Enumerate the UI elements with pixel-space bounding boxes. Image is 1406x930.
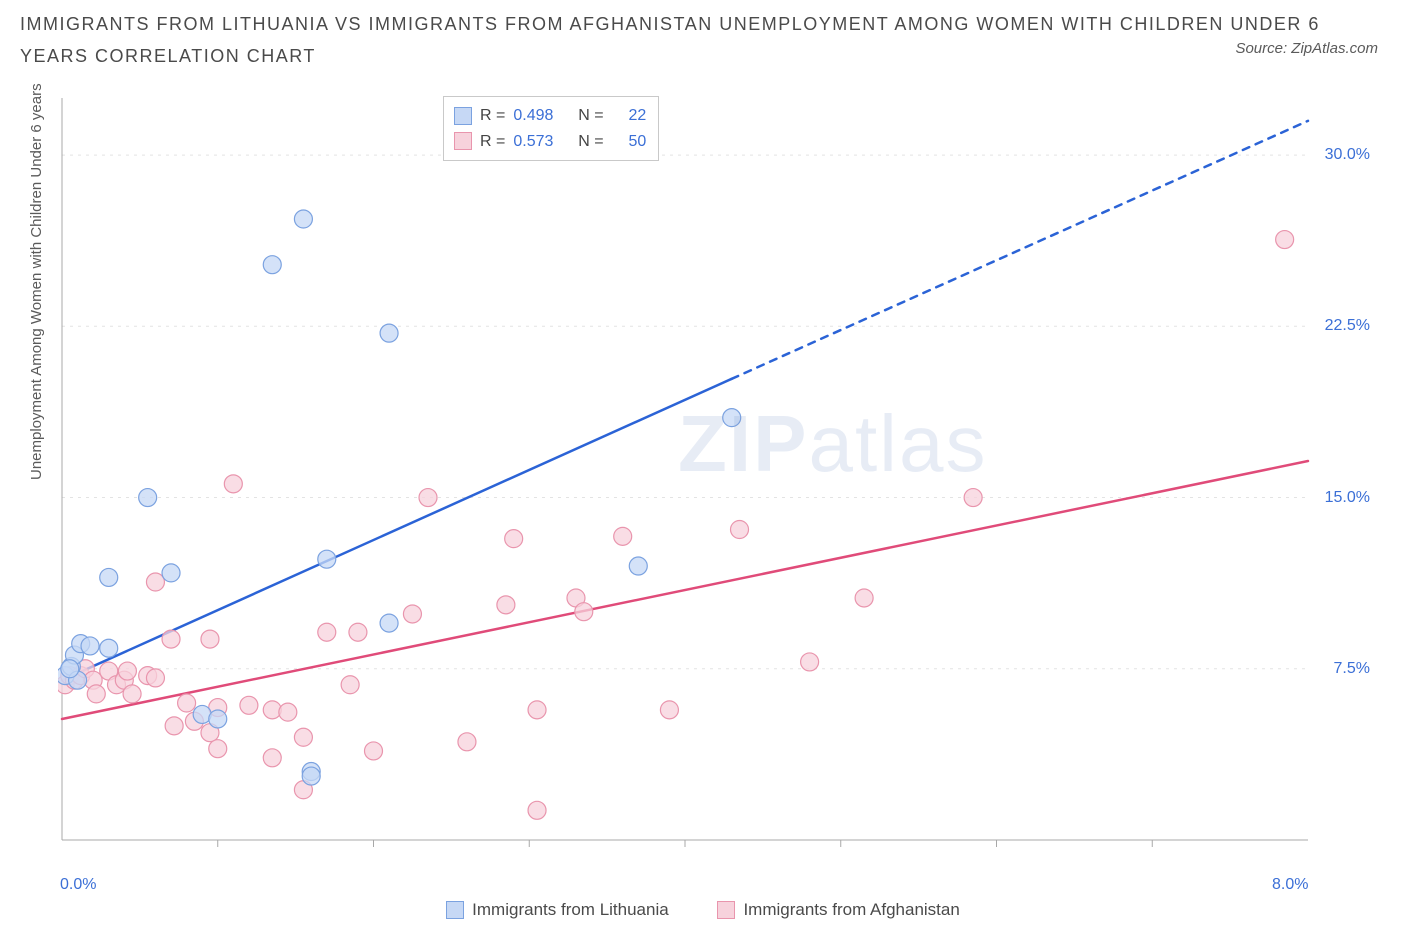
y-tick-label: 22.5% [1325, 317, 1370, 335]
stats-row-lithuania: R = 0.498 N = 22 [454, 103, 646, 129]
legend-label-lithuania: Immigrants from Lithuania [472, 900, 669, 920]
x-max-label: 8.0% [1272, 876, 1308, 894]
legend-label-afghanistan: Immigrants from Afghanistan [743, 900, 959, 920]
x-min-label: 0.0% [60, 876, 96, 894]
chart-area: ZIPatlas R = 0.498 N = 22 R = 0.573 N = … [58, 98, 1378, 868]
swatch-lithuania-bottom [446, 901, 464, 919]
correlation-stats-box: R = 0.498 N = 22 R = 0.573 N = 50 [443, 96, 659, 161]
bottom-legend: Immigrants from Lithuania Immigrants fro… [0, 900, 1406, 924]
y-tick-label: 15.0% [1325, 489, 1370, 507]
swatch-afghanistan-bottom [717, 901, 735, 919]
r-label: R = [480, 129, 505, 155]
n-label: N = [578, 129, 603, 155]
scatter-plot [58, 98, 1378, 868]
n-value-afghanistan: 50 [629, 129, 647, 155]
r-value-afghanistan: 0.573 [513, 129, 553, 155]
legend-item-lithuania: Immigrants from Lithuania [446, 900, 669, 920]
swatch-lithuania [454, 107, 472, 125]
n-value-lithuania: 22 [629, 103, 647, 129]
r-value-lithuania: 0.498 [513, 103, 553, 129]
y-axis-label: Unemployment Among Women with Children U… [28, 83, 45, 480]
r-label: R = [480, 103, 505, 129]
swatch-afghanistan [454, 132, 472, 150]
legend-item-afghanistan: Immigrants from Afghanistan [717, 900, 959, 920]
stats-row-afghanistan: R = 0.573 N = 50 [454, 129, 646, 155]
y-tick-label: 30.0% [1325, 146, 1370, 164]
source-citation: Source: ZipAtlas.com [1235, 40, 1378, 57]
chart-title: IMMIGRANTS FROM LITHUANIA VS IMMIGRANTS … [20, 8, 1386, 73]
y-tick-label: 7.5% [1334, 660, 1370, 678]
n-label: N = [578, 103, 603, 129]
